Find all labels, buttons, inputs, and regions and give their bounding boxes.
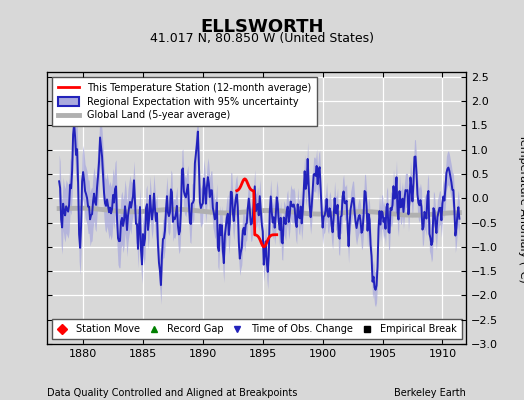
- Y-axis label: Temperature Anomaly (°C): Temperature Anomaly (°C): [518, 134, 524, 282]
- Text: Data Quality Controlled and Aligned at Breakpoints: Data Quality Controlled and Aligned at B…: [47, 388, 298, 398]
- Text: 41.017 N, 80.850 W (United States): 41.017 N, 80.850 W (United States): [150, 32, 374, 45]
- Legend: Station Move, Record Gap, Time of Obs. Change, Empirical Break: Station Move, Record Gap, Time of Obs. C…: [52, 320, 462, 339]
- Text: ELLSWORTH: ELLSWORTH: [200, 18, 324, 36]
- Text: Berkeley Earth: Berkeley Earth: [395, 388, 466, 398]
